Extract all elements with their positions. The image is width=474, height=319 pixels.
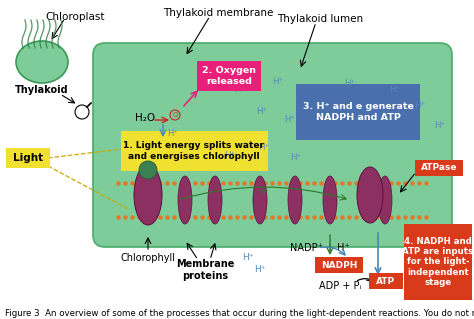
Ellipse shape: [178, 176, 192, 224]
Ellipse shape: [208, 176, 222, 224]
Ellipse shape: [139, 161, 157, 179]
Text: 1. Light energy splits water
and energises chlorophyll: 1. Light energy splits water and energis…: [124, 141, 264, 161]
Text: H⁺: H⁺: [273, 78, 283, 86]
Text: NADPH: NADPH: [321, 261, 357, 270]
Text: Figure 3  An overview of some of the processes that occur during the light-depen: Figure 3 An overview of some of the proc…: [5, 309, 474, 319]
Text: ATP: ATP: [376, 277, 396, 286]
Text: O: O: [173, 112, 178, 118]
Text: H⁺: H⁺: [242, 254, 254, 263]
Text: Chlorophyll: Chlorophyll: [120, 253, 175, 263]
Ellipse shape: [357, 167, 383, 223]
Text: H⁺: H⁺: [235, 85, 246, 94]
Text: NADP⁺ + H⁺: NADP⁺ + H⁺: [290, 243, 350, 253]
FancyBboxPatch shape: [404, 224, 472, 300]
Text: 3. H⁺ and e generate
NADPH and ATP: 3. H⁺ and e generate NADPH and ATP: [302, 102, 413, 122]
Text: Thylakoid membrane: Thylakoid membrane: [163, 8, 273, 18]
FancyBboxPatch shape: [6, 148, 50, 168]
Text: H⁺: H⁺: [224, 151, 236, 160]
Ellipse shape: [253, 176, 267, 224]
Text: Chloroplast: Chloroplast: [45, 12, 105, 22]
FancyBboxPatch shape: [369, 273, 403, 289]
Ellipse shape: [323, 176, 337, 224]
Text: H⁺: H⁺: [390, 85, 401, 94]
Text: Stroma: Stroma: [409, 231, 451, 241]
Text: Light: Light: [13, 153, 43, 163]
Text: H⁺: H⁺: [435, 121, 446, 130]
FancyBboxPatch shape: [296, 84, 420, 140]
Text: H⁺: H⁺: [258, 144, 270, 152]
Text: ATPase: ATPase: [421, 164, 457, 173]
Text: Membrane
proteins: Membrane proteins: [176, 259, 234, 281]
Text: e⁻: e⁻: [261, 188, 269, 197]
Text: H⁺: H⁺: [414, 100, 426, 109]
Text: H⁺: H⁺: [256, 108, 267, 116]
Text: H₂O: H₂O: [135, 113, 155, 123]
Text: H⁺: H⁺: [345, 79, 356, 88]
Text: H⁺: H⁺: [254, 265, 266, 275]
Ellipse shape: [134, 165, 162, 225]
Text: H⁺: H⁺: [291, 153, 301, 162]
Text: Thylakoid: Thylakoid: [15, 85, 69, 95]
FancyBboxPatch shape: [93, 43, 452, 247]
FancyBboxPatch shape: [197, 61, 261, 91]
Text: 2. Oxygen
released: 2. Oxygen released: [202, 66, 256, 86]
Ellipse shape: [16, 41, 68, 83]
Text: H⁺: H⁺: [284, 115, 296, 124]
Text: ADP + Pᵢ: ADP + Pᵢ: [319, 281, 361, 291]
Text: H⁺: H⁺: [167, 129, 178, 137]
Text: 4. NADPH and
ATP are inputs
for the light-
independent
stage: 4. NADPH and ATP are inputs for the ligh…: [402, 237, 474, 287]
Ellipse shape: [378, 176, 392, 224]
FancyBboxPatch shape: [121, 131, 268, 171]
Ellipse shape: [141, 176, 155, 224]
FancyBboxPatch shape: [315, 257, 363, 273]
FancyBboxPatch shape: [415, 160, 463, 176]
Ellipse shape: [288, 176, 302, 224]
Text: Thylakoid lumen: Thylakoid lumen: [277, 14, 363, 24]
